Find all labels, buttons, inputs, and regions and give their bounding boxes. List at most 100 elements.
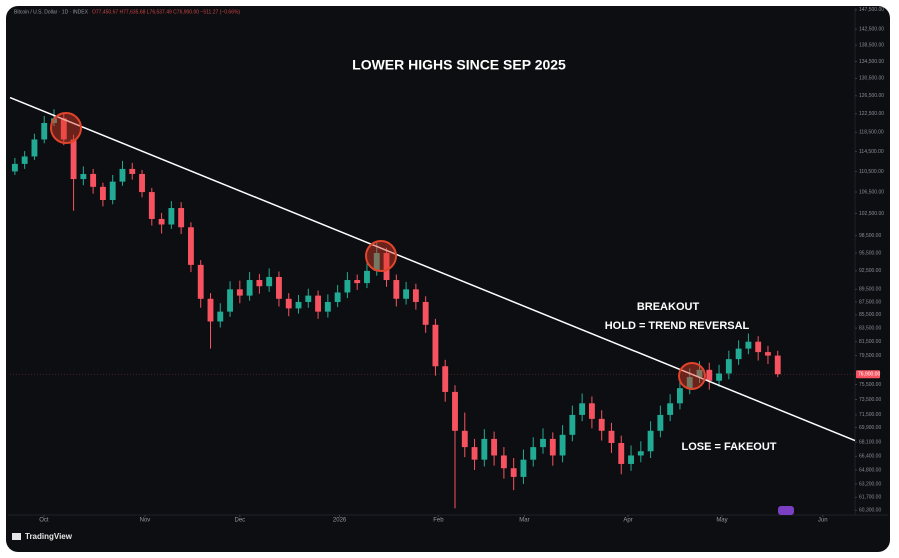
candle-body xyxy=(217,311,224,322)
y-tick-label: 60,300.00 xyxy=(859,508,881,514)
candle-body xyxy=(471,447,478,460)
candle-body xyxy=(383,253,390,281)
candle-body xyxy=(618,442,625,464)
candle-body xyxy=(765,352,771,356)
y-tick-label: 122,500.00 xyxy=(859,111,884,117)
candle-body xyxy=(178,208,185,228)
candle-body xyxy=(686,377,693,389)
candle-body xyxy=(442,366,449,392)
y-tick-label: 92,500.00 xyxy=(859,268,881,274)
candle-body xyxy=(579,403,586,415)
candle-body xyxy=(588,403,595,419)
candle-body xyxy=(148,192,155,219)
brand[interactable]: TradingView xyxy=(25,532,73,541)
candle-body xyxy=(725,359,732,374)
candle-body xyxy=(422,301,429,325)
candle-body xyxy=(344,280,351,293)
candle-body xyxy=(637,451,644,456)
candle-body xyxy=(393,280,400,299)
y-tick-label: 63,200.00 xyxy=(859,481,881,487)
candle-body xyxy=(540,438,546,448)
candle-body xyxy=(99,186,106,200)
candle-body xyxy=(647,430,654,452)
y-tick-label: 79,500.00 xyxy=(859,353,881,359)
candle-body xyxy=(60,118,67,140)
candle-body xyxy=(236,289,243,296)
y-tick-label: 110,500.00 xyxy=(859,169,884,175)
y-tick-label: 89,500.00 xyxy=(859,287,881,293)
x-tick-label: May xyxy=(716,518,727,524)
candle-body xyxy=(735,348,742,360)
candle-body xyxy=(549,438,556,456)
candle-body xyxy=(246,280,253,296)
candle-body xyxy=(276,276,282,299)
annotation: HOLD = TREND REVERSAL xyxy=(605,320,750,332)
candle-body xyxy=(364,270,370,284)
y-tick-label: 69,900.00 xyxy=(859,425,881,431)
x-tick-label: Oct xyxy=(39,518,49,524)
candle-body xyxy=(628,455,634,464)
candle-body xyxy=(559,434,566,456)
candle-body xyxy=(677,388,683,404)
y-tick-label: 61,700.00 xyxy=(859,495,881,501)
logo-mark xyxy=(12,533,21,540)
y-tick-label: 87,500.00 xyxy=(859,299,881,305)
y-tick-label: 142,500.00 xyxy=(859,27,884,33)
ohlc: O77,450.67 H77,635.68 L76,537.49 C76,900… xyxy=(92,9,240,15)
candle-body xyxy=(21,156,28,164)
candle-body xyxy=(227,289,233,312)
y-tick-label: 64,800.00 xyxy=(859,467,881,473)
highlight-circle xyxy=(365,240,397,272)
candle-body xyxy=(716,373,722,381)
y-tick-label: 73,500.00 xyxy=(859,397,881,403)
candle-body xyxy=(31,139,38,157)
candle-body xyxy=(461,430,468,448)
candle-body xyxy=(315,295,322,312)
x-tick-label: Dec xyxy=(234,518,245,524)
y-tick-label: 81,500.00 xyxy=(859,339,881,345)
highlight-circle xyxy=(678,362,706,390)
candle-body xyxy=(481,438,488,460)
candle-body xyxy=(11,163,18,172)
symbol: Bitcoin / U.S. Dollar · 1D · INDEX xyxy=(14,9,89,15)
candle-body xyxy=(452,391,458,431)
annotation: BREAKOUT xyxy=(637,301,700,313)
candle-body xyxy=(90,173,97,187)
candle-body xyxy=(608,430,615,443)
y-tick-label: 138,500.00 xyxy=(859,42,884,48)
y-tick-label: 83,500.00 xyxy=(859,325,881,331)
candle-body xyxy=(80,173,87,180)
candle-body xyxy=(500,455,507,469)
x-tick-label: Apr xyxy=(623,518,632,524)
candle-body xyxy=(520,459,527,477)
panel xyxy=(6,6,890,552)
x-tick-label: Nov xyxy=(140,518,151,524)
event-icon[interactable] xyxy=(778,506,794,515)
candle-body xyxy=(70,139,77,180)
candle-body xyxy=(197,264,204,299)
candle-body xyxy=(207,298,214,322)
chart-title: LOWER HIGHS SINCE SEP 2025 xyxy=(352,57,566,73)
candle-body xyxy=(412,289,419,302)
candle-body xyxy=(657,414,664,431)
x-tick-label: Feb xyxy=(433,518,444,524)
candle-body xyxy=(129,168,136,174)
candle-body xyxy=(530,447,537,460)
candle-body xyxy=(706,369,713,381)
y-tick-label: 95,500.00 xyxy=(859,250,881,256)
candle-body xyxy=(745,341,752,349)
candle-body xyxy=(41,122,48,140)
candle-body xyxy=(305,295,312,302)
candle-body xyxy=(139,173,145,193)
y-tick-label: 75,500.00 xyxy=(859,382,881,388)
candle-body xyxy=(256,280,263,287)
candle-body xyxy=(696,369,703,378)
candle-body xyxy=(403,289,410,299)
y-tick-label: 114,500.00 xyxy=(859,149,884,155)
y-tick-label: 106,500.00 xyxy=(859,189,884,195)
candle-body xyxy=(667,403,674,415)
candle-body xyxy=(354,280,361,284)
x-tick-label: Jun xyxy=(818,518,828,524)
